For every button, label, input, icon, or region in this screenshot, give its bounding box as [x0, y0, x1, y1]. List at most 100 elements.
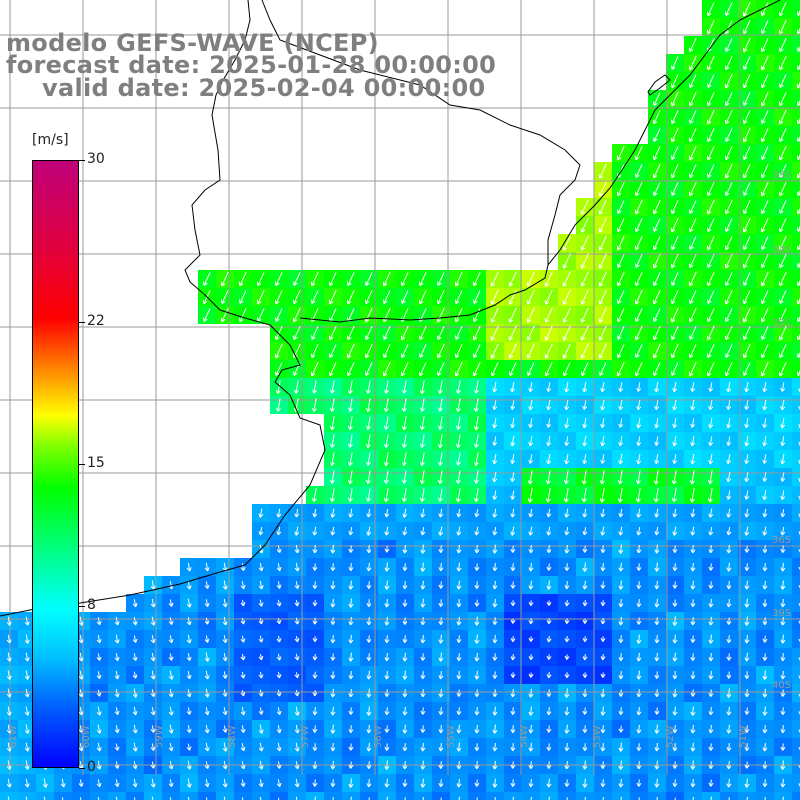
wind-arrow: [114, 707, 120, 716]
wind-cell: [792, 144, 800, 162]
wind-arrow: [546, 453, 552, 465]
wind-arrow: [438, 688, 444, 698]
wind-arrow: [419, 416, 425, 431]
wind-arrow: [580, 271, 589, 287]
wind-arrow: [366, 653, 372, 661]
wind-arrow: [707, 128, 715, 143]
wind-arrow: [618, 580, 624, 590]
wind-arrow: [438, 670, 444, 680]
wind-arrow: [492, 526, 498, 536]
wind-arrow: [420, 725, 426, 733]
colorbar-tick: [79, 160, 85, 161]
wind-arrow: [564, 743, 570, 752]
wind-arrow: [456, 526, 462, 536]
wind-arrow: [42, 778, 48, 788]
wind-arrow: [402, 760, 408, 770]
wind-arrow: [654, 562, 660, 572]
wind-arrow: [546, 654, 552, 660]
wind-arrow: [239, 290, 247, 304]
wind-arrow: [600, 454, 606, 464]
wind-arrow: [330, 635, 336, 644]
wind-arrow: [653, 488, 659, 503]
wind-arrow: [580, 199, 589, 215]
wind-arrow: [742, 217, 751, 233]
wind-arrow: [348, 526, 354, 536]
wind-arrow: [581, 488, 587, 503]
wind-arrow: [670, 91, 679, 107]
wind-arrow: [438, 508, 444, 518]
wind-arrow: [690, 580, 696, 590]
wind-arrow: [454, 307, 463, 323]
wind-arrow: [672, 743, 678, 752]
wind-cell: [648, 792, 666, 800]
wind-arrow: [294, 653, 300, 661]
wind-arrow: [114, 743, 120, 751]
wind-arrow: [312, 689, 318, 697]
wind-arrow: [474, 724, 480, 734]
wind-arrow: [275, 308, 283, 322]
wind-arrow: [6, 760, 12, 770]
wind-cell: [792, 324, 800, 342]
wind-arrow: [366, 599, 372, 608]
wind-arrow: [780, 472, 786, 482]
wind-cell: [792, 18, 800, 36]
wind-arrow: [654, 580, 660, 590]
longitude-label: 55W: [446, 725, 457, 748]
wind-arrow: [222, 707, 228, 716]
wind-arrow: [419, 398, 425, 412]
wind-arrow: [366, 526, 372, 536]
wind-arrow: [312, 779, 318, 787]
wind-arrow: [420, 634, 426, 644]
wind-arrow: [582, 600, 588, 607]
wind-arrow: [241, 797, 244, 800]
wind-arrow: [347, 488, 353, 502]
wind-arrow: [602, 796, 604, 800]
wind-cell: [792, 108, 800, 126]
wind-arrow: [580, 325, 589, 341]
wind-arrow: [652, 199, 661, 215]
wind-arrow: [348, 563, 354, 572]
wind-arrow: [652, 253, 661, 269]
wind-arrow: [708, 581, 714, 589]
wind-arrow: [618, 544, 624, 554]
wind-arrow: [508, 289, 517, 305]
wind-arrow: [724, 199, 733, 215]
wind-arrow: [708, 707, 714, 716]
wind-arrow: [600, 779, 606, 788]
wind-cell: [792, 90, 800, 108]
wind-arrow: [418, 289, 427, 305]
wind-arrow: [780, 526, 786, 536]
wind-arrow: [725, 308, 733, 322]
wind-arrow: [419, 452, 425, 466]
wind-arrow: [528, 436, 534, 447]
wind-cell: [684, 792, 702, 800]
wind-arrow: [276, 545, 282, 554]
wind-arrow: [780, 580, 786, 590]
wind-arrow: [6, 616, 12, 626]
wind-arrow: [796, 117, 800, 125]
longitude-label: 60W: [81, 725, 92, 748]
wind-arrow: [384, 598, 390, 608]
wind-arrow: [204, 670, 210, 680]
wind-arrow: [294, 689, 300, 697]
wind-arrow: [456, 653, 462, 662]
wind-arrow: [25, 796, 28, 800]
wind-arrow: [402, 599, 408, 607]
wind-arrow: [760, 344, 769, 359]
wind-arrow: [526, 325, 535, 341]
wind-arrow: [617, 200, 625, 214]
wind-arrow: [276, 581, 282, 589]
wind-arrow: [492, 671, 498, 679]
wind-arrow: [240, 563, 246, 572]
wind-arrow: [204, 688, 210, 698]
wind-arrow: [652, 110, 661, 125]
wind-arrow: [455, 380, 461, 394]
wind-arrow: [168, 635, 174, 644]
wind-arrow: [654, 400, 660, 411]
wind-arrow: [708, 508, 714, 518]
wind-arrow: [582, 418, 588, 429]
wind-arrow: [671, 146, 679, 160]
wind-cell: [558, 792, 576, 800]
wind-arrow: [455, 290, 463, 305]
wind-arrow: [401, 434, 407, 448]
